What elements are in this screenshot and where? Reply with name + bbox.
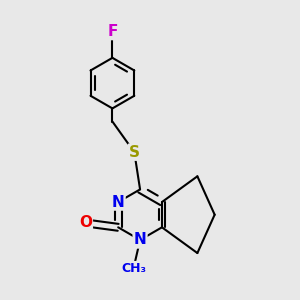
Text: N: N <box>112 194 124 209</box>
Text: F: F <box>107 24 118 39</box>
Text: CH₃: CH₃ <box>121 262 146 275</box>
Text: N: N <box>134 232 146 247</box>
Text: O: O <box>79 215 92 230</box>
Text: S: S <box>129 145 140 160</box>
